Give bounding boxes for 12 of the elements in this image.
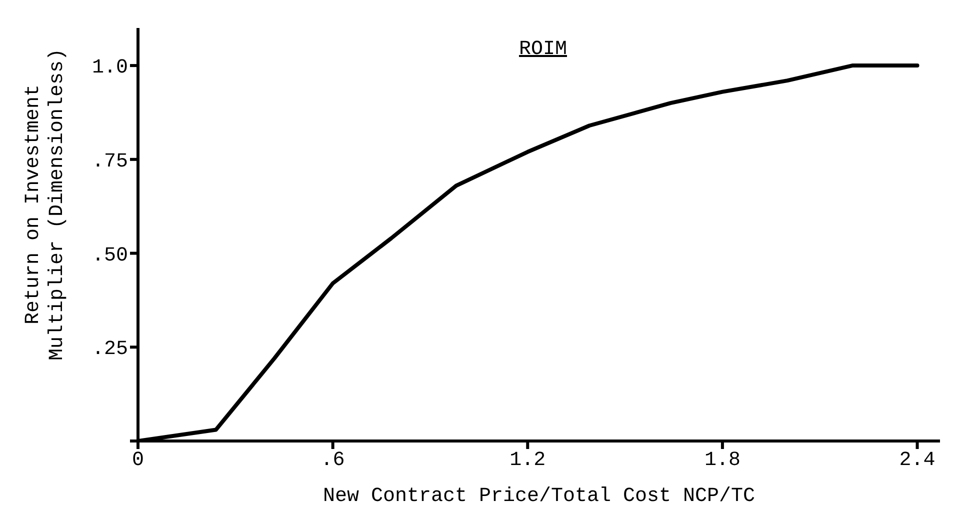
x-tick-label: 0 [132, 449, 144, 472]
x-axis-title: New Contract Price/Total Cost NCP/TC [322, 485, 756, 508]
y-tick-label: 1.0 [92, 56, 128, 80]
x-tick-label: .6 [320, 449, 345, 472]
x-tick-label: 2.4 [899, 449, 936, 472]
x-tick-label: 1.2 [510, 449, 546, 472]
x-tick-label: 1.8 [704, 449, 740, 472]
text: ROIM [518, 38, 568, 61]
y-axis-title: Return on Investment Multiplier (Dimensionless) [22, 48, 69, 361]
y-tick-label: .75 [92, 150, 128, 174]
y-tick-label: .50 [92, 244, 128, 268]
y-tick-label: .25 [92, 338, 128, 362]
